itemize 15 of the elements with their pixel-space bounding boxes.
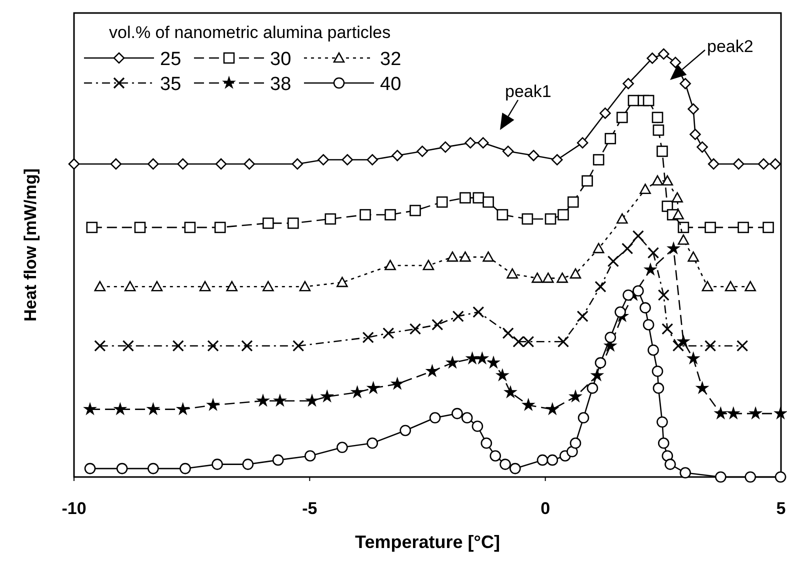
legend-title: vol.% of nanometric alumina particles <box>109 23 391 42</box>
legend-label: 38 <box>270 74 292 95</box>
y-axis-title: Heat flow [mW/mg] <box>21 168 40 322</box>
legend-label: 35 <box>160 74 182 95</box>
legend-label: 25 <box>160 49 182 70</box>
x-tick-label: 5 <box>776 499 786 518</box>
legend-label: 30 <box>270 49 292 70</box>
legend-label: 32 <box>380 49 402 70</box>
x-tick-label: -5 <box>302 499 318 518</box>
x-tick-label: 0 <box>540 499 550 518</box>
legend-label: 40 <box>380 74 402 95</box>
x-axis-title: Temperature [°C] <box>355 532 500 552</box>
annotation: peak1 <box>505 82 552 101</box>
x-tick-label: -10 <box>62 499 86 518</box>
annotation: peak2 <box>707 37 754 56</box>
